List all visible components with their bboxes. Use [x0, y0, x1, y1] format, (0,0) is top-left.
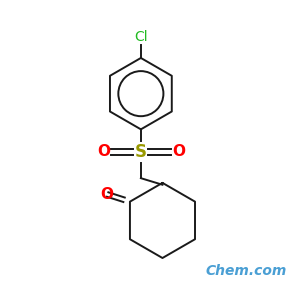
Text: Chem.com: Chem.com — [206, 264, 287, 278]
Text: S: S — [135, 143, 147, 161]
Text: O: O — [97, 144, 110, 159]
Text: Cl: Cl — [134, 30, 148, 44]
Text: O: O — [100, 187, 113, 202]
Text: O: O — [172, 144, 185, 159]
